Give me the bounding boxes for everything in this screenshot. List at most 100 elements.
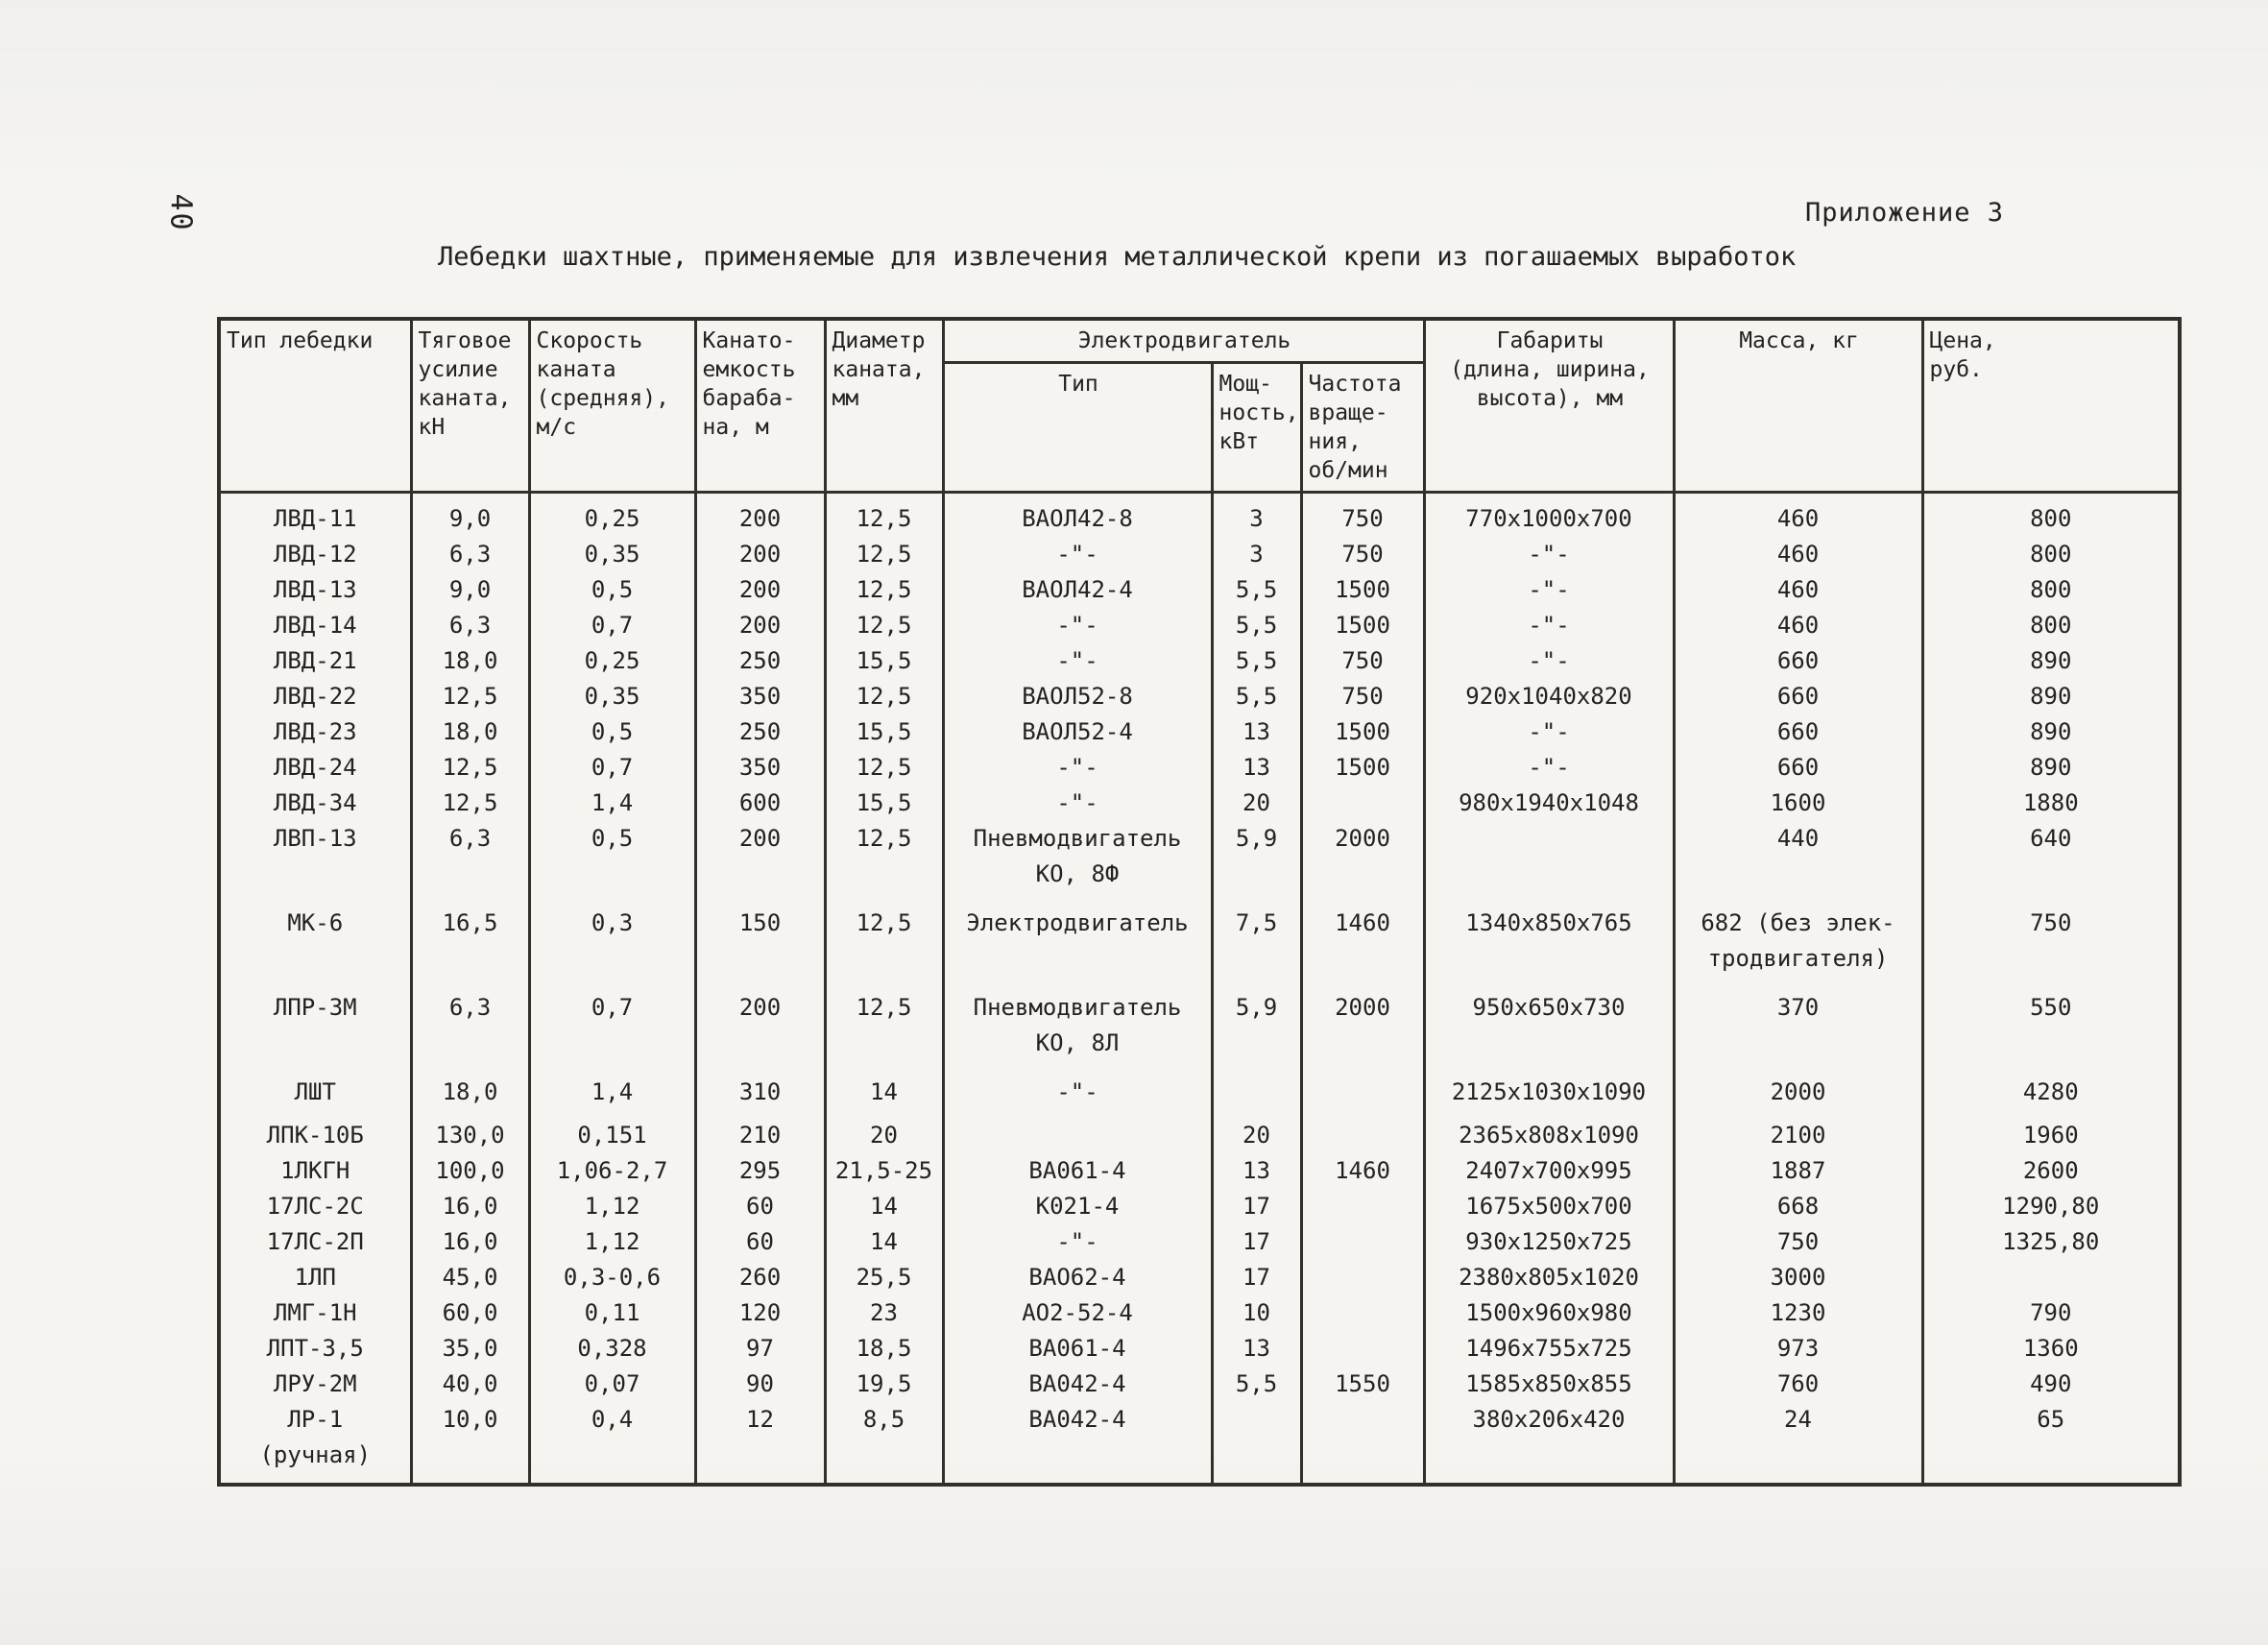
table-cell: ЛВД-23 (217, 714, 413, 750)
table-cell: 1460 (1299, 892, 1426, 977)
table-cell: -"- (1422, 750, 1676, 786)
table-row: ЛВД-12 6,3 0,35 200 12,5 -"- 3 750 -"- 460 800 (217, 537, 2182, 572)
table-cell: 250 (693, 714, 827, 750)
table-cell: 35,0 (409, 1331, 531, 1367)
table-cell: 19,5 (823, 1367, 945, 1402)
table-cell: 100,0 (409, 1153, 531, 1189)
table-cell: 0,151 (527, 1110, 697, 1153)
table-cell: 200 (693, 492, 827, 537)
table-row: ЛВП-13 6,3 0,5 200 12,5 Пневмодвигатель КО, 8… (217, 821, 2182, 892)
table-cell: ЛРУ-2М (217, 1367, 413, 1402)
table-cell (1299, 1224, 1426, 1260)
table-cell: 1ЛП (217, 1260, 413, 1295)
table-cell: 1460 (1299, 1153, 1426, 1189)
table-cell: 750 (1299, 643, 1426, 679)
table-cell: 2100 (1672, 1110, 1924, 1153)
table-cell: 0,25 (527, 643, 697, 679)
table-cell: 150 (693, 892, 827, 977)
table-cell: Пневмодвигатель КО, 8Ф (941, 821, 1214, 892)
table-cell: -"- (1422, 572, 1676, 608)
table-cell: 682 (без элек- тродвигателя) (1672, 892, 1924, 977)
table-cell (941, 1110, 1214, 1153)
table-cell: 18,0 (409, 1061, 531, 1110)
table-cell: -"- (941, 1061, 1214, 1110)
table-cell: 6,3 (409, 977, 531, 1061)
table-cell: 460 (1672, 492, 1924, 537)
table-cell: -"- (941, 643, 1214, 679)
table-cell: 5,9 (1210, 977, 1303, 1061)
table-cell: ВА042-4 (941, 1402, 1214, 1485)
table-cell (1299, 1295, 1426, 1331)
table-cell: -"- (941, 1224, 1214, 1260)
table-cell: 640 (1920, 821, 2182, 892)
table-cell: 0,3-0,6 (527, 1260, 697, 1295)
table-cell: -"- (941, 750, 1214, 786)
table-cell: 12,5 (823, 892, 945, 977)
table-cell: 600 (693, 786, 827, 821)
table-cell: 0,5 (527, 572, 697, 608)
table-cell: 460 (1672, 572, 1924, 608)
table-cell: 17 (1210, 1189, 1303, 1224)
table-cell: 4280 (1920, 1061, 2182, 1110)
table-cell (1210, 1061, 1303, 1110)
table-cell: 10 (1210, 1295, 1303, 1331)
table-cell (1422, 821, 1676, 892)
table-cell: 0,07 (527, 1367, 697, 1402)
table-cell: 460 (1672, 537, 1924, 572)
table-cell: 660 (1672, 714, 1924, 750)
table-cell: 1,06-2,7 (527, 1153, 697, 1189)
table-cell: 1,4 (527, 786, 697, 821)
table-cell: 1550 (1299, 1367, 1426, 1402)
table-cell: 210 (693, 1110, 827, 1153)
table-cell: 770х1000х700 (1422, 492, 1676, 537)
table-cell: 1290,80 (1920, 1189, 2182, 1224)
table-cell: АО2-52-4 (941, 1295, 1214, 1331)
table-cell: 5,5 (1210, 608, 1303, 643)
table-cell: 9,0 (409, 572, 531, 608)
table-cell: 440 (1672, 821, 1924, 892)
table-row: ЛПТ-3,5 35,0 0,328 97 18,5 ВА061-4 13 1496х755х… (217, 1331, 2182, 1367)
col-header-type: Тип лебедки (217, 317, 413, 494)
table-cell: 800 (1920, 492, 2182, 537)
table-cell: К021-4 (941, 1189, 1214, 1224)
table-cell (1299, 1331, 1426, 1367)
table-cell: 25,5 (823, 1260, 945, 1295)
table-cell: 13 (1210, 1331, 1303, 1367)
table-cell: 2125х1030х1090 (1422, 1061, 1676, 1110)
table-row: 17ЛС-2С 16,0 1,12 60 14 К021-4 17 1675х500х700 6… (217, 1189, 2182, 1224)
table-cell: 250 (693, 643, 827, 679)
table-cell: 17ЛС-2П (217, 1224, 413, 1260)
table-cell: 0,11 (527, 1295, 697, 1331)
table-cell: 1585х850х855 (1422, 1367, 1676, 1402)
table-cell: 23 (823, 1295, 945, 1331)
table-cell: 1500 (1299, 750, 1426, 786)
table-row: ЛРУ-2М 40,0 0,07 90 19,5 ВА042-4 5,5 1550 1585х8… (217, 1367, 2182, 1402)
table-cell: 12 (693, 1402, 827, 1485)
table-cell: 20 (1210, 1110, 1303, 1153)
table-cell: 21,5-25 (823, 1153, 945, 1189)
table-row: ЛВД-13 9,0 0,5 200 12,5 ВАОЛ42-4 5,5 1500 -"- 460… (217, 572, 2182, 608)
table-cell: 12,5 (823, 977, 945, 1061)
table-cell: ЛВД-21 (217, 643, 413, 679)
table-cell: 40,0 (409, 1367, 531, 1402)
table-cell: 1360 (1920, 1331, 2182, 1367)
table-row: ЛМГ-1Н 60,0 0,11 120 23 АО2-52-4 10 1500х960х98… (217, 1295, 2182, 1331)
table-cell: -"- (1422, 608, 1676, 643)
table-cell: -"- (1422, 714, 1676, 750)
table-cell: 90 (693, 1367, 827, 1402)
table-cell: 12,5 (409, 679, 531, 714)
table-cell: 2380х805х1020 (1422, 1260, 1676, 1295)
table-row: ЛВД-22 12,5 0,35 350 12,5 ВАОЛ52-8 5,5 750 920х1… (217, 679, 2182, 714)
table-cell: 750 (1299, 679, 1426, 714)
table-cell: 380х206х420 (1422, 1402, 1676, 1485)
table-cell: ВАОЛ52-4 (941, 714, 1214, 750)
table-cell: 5,5 (1210, 643, 1303, 679)
table-cell: 12,5 (823, 537, 945, 572)
table-cell: 200 (693, 821, 827, 892)
table-cell: 17ЛС-2С (217, 1189, 413, 1224)
table-cell: 16,0 (409, 1189, 531, 1224)
table-cell: 1325,80 (1920, 1224, 2182, 1260)
table-cell: 0,328 (527, 1331, 697, 1367)
table-cell: 13 (1210, 750, 1303, 786)
table-cell: 15,5 (823, 643, 945, 679)
